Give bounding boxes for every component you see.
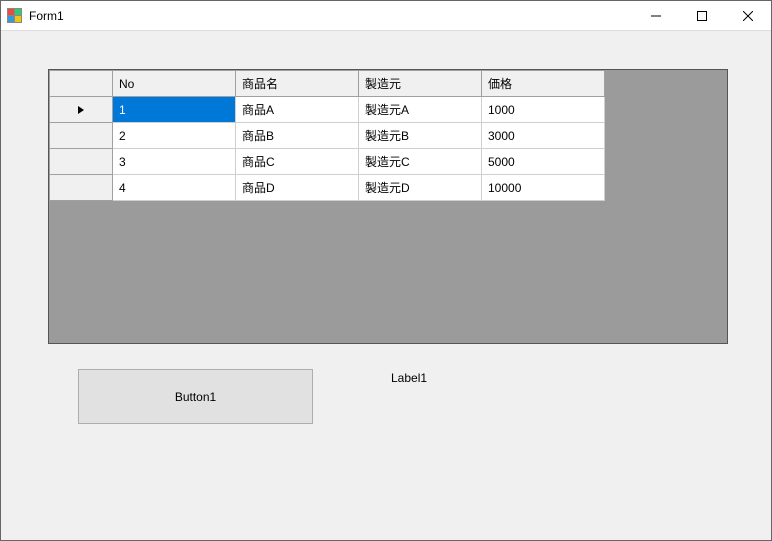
- column-header-name[interactable]: 商品名: [236, 71, 359, 97]
- maximize-button[interactable]: [679, 1, 725, 31]
- row-header[interactable]: [50, 149, 113, 175]
- window-title: Form1: [29, 9, 64, 23]
- app-window: Form1 No商品名製造元価格1商品A製造元A1000 2商品B製造元B300…: [0, 0, 772, 541]
- datagrid[interactable]: No商品名製造元価格1商品A製造元A1000 2商品B製造元B3000 3商品C…: [48, 69, 728, 344]
- row-header[interactable]: [50, 97, 113, 123]
- minimize-button[interactable]: [633, 1, 679, 31]
- titlebar: Form1: [1, 1, 771, 31]
- cell-name[interactable]: 商品D: [236, 175, 359, 201]
- cell-maker[interactable]: 製造元C: [359, 149, 482, 175]
- cell-name[interactable]: 商品B: [236, 123, 359, 149]
- cell-no[interactable]: 3: [113, 149, 236, 175]
- cell-no[interactable]: 2: [113, 123, 236, 149]
- table-row[interactable]: 2商品B製造元B3000: [50, 123, 605, 149]
- column-header-maker[interactable]: 製造元: [359, 71, 482, 97]
- cell-maker[interactable]: 製造元B: [359, 123, 482, 149]
- cell-price[interactable]: 3000: [482, 123, 605, 149]
- current-row-indicator-icon: [78, 106, 84, 114]
- cell-price[interactable]: 5000: [482, 149, 605, 175]
- app-icon: [7, 8, 23, 24]
- cell-no[interactable]: 4: [113, 175, 236, 201]
- cell-price[interactable]: 1000: [482, 97, 605, 123]
- row-header[interactable]: [50, 175, 113, 201]
- cell-name[interactable]: 商品C: [236, 149, 359, 175]
- table-row[interactable]: 1商品A製造元A1000: [50, 97, 605, 123]
- cell-price[interactable]: 10000: [482, 175, 605, 201]
- cell-maker[interactable]: 製造元D: [359, 175, 482, 201]
- column-header-no[interactable]: No: [113, 71, 236, 97]
- column-header-price[interactable]: 価格: [482, 71, 605, 97]
- table-row[interactable]: 3商品C製造元C5000: [50, 149, 605, 175]
- grid-corner-header[interactable]: [50, 71, 113, 97]
- row-header[interactable]: [50, 123, 113, 149]
- cell-maker[interactable]: 製造元A: [359, 97, 482, 123]
- button1-label: Button1: [175, 390, 216, 404]
- table-row[interactable]: 4商品D製造元D10000: [50, 175, 605, 201]
- client-area: No商品名製造元価格1商品A製造元A1000 2商品B製造元B3000 3商品C…: [1, 31, 771, 540]
- label1: Label1: [391, 371, 427, 385]
- cell-no[interactable]: 1: [113, 97, 236, 123]
- cell-name[interactable]: 商品A: [236, 97, 359, 123]
- close-button[interactable]: [725, 1, 771, 31]
- button1[interactable]: Button1: [78, 369, 313, 424]
